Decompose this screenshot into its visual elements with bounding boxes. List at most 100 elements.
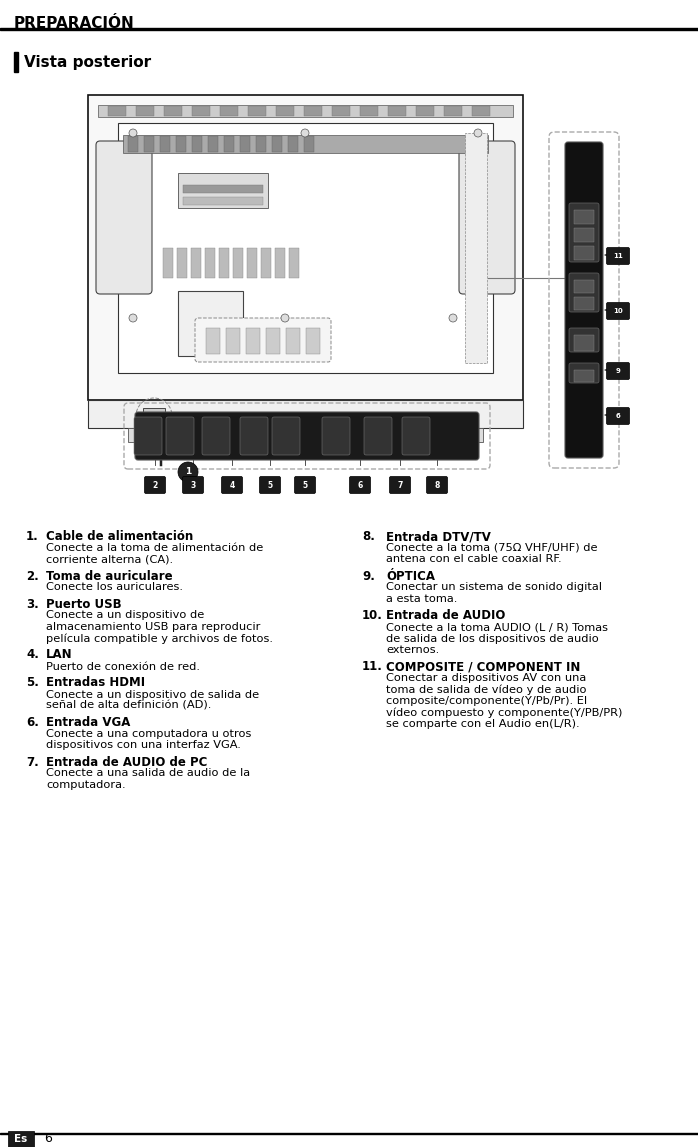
- Bar: [178, 291, 243, 356]
- Bar: [163, 248, 173, 278]
- Text: 6.: 6.: [26, 716, 39, 729]
- Bar: [574, 370, 594, 382]
- Bar: [304, 106, 322, 116]
- FancyBboxPatch shape: [202, 418, 230, 455]
- FancyBboxPatch shape: [364, 418, 392, 455]
- Bar: [276, 106, 294, 116]
- Bar: [266, 328, 280, 354]
- Bar: [206, 328, 220, 354]
- Text: Entrada de AUDIO: Entrada de AUDIO: [386, 609, 505, 622]
- Bar: [472, 106, 490, 116]
- FancyBboxPatch shape: [569, 203, 599, 262]
- Bar: [574, 297, 594, 310]
- Text: dispositivos con una interfaz VGA.: dispositivos con una interfaz VGA.: [46, 741, 241, 750]
- Text: Cable de alimentación: Cable de alimentación: [46, 530, 193, 543]
- Bar: [128, 428, 153, 442]
- Bar: [304, 136, 314, 153]
- Text: a esta toma.: a esta toma.: [386, 594, 457, 604]
- Text: computadora.: computadora.: [46, 780, 126, 790]
- Text: LAN: LAN: [46, 648, 73, 662]
- Text: Entrada de AUDIO de PC: Entrada de AUDIO de PC: [46, 756, 207, 768]
- Text: 3: 3: [191, 481, 195, 490]
- Bar: [360, 106, 378, 116]
- FancyBboxPatch shape: [607, 407, 630, 424]
- Bar: [14, 52, 18, 72]
- FancyBboxPatch shape: [182, 476, 204, 493]
- Bar: [288, 136, 298, 153]
- Bar: [183, 197, 263, 205]
- Text: 9.: 9.: [362, 570, 375, 583]
- Text: 7: 7: [397, 481, 403, 490]
- Text: Conecte a un dispositivo de: Conecte a un dispositivo de: [46, 610, 205, 621]
- Text: Conecte a la toma (75Ω VHF/UHF) de: Conecte a la toma (75Ω VHF/UHF) de: [386, 543, 597, 553]
- Text: 5: 5: [267, 481, 272, 490]
- Bar: [574, 280, 594, 292]
- Bar: [240, 136, 250, 153]
- Bar: [226, 328, 240, 354]
- Bar: [192, 136, 202, 153]
- Text: 11.: 11.: [362, 660, 383, 673]
- FancyBboxPatch shape: [389, 476, 410, 493]
- Text: corriente alterna (CA).: corriente alterna (CA).: [46, 554, 173, 564]
- Circle shape: [129, 128, 137, 136]
- Bar: [224, 136, 234, 153]
- Text: PREPARACIÓN: PREPARACIÓN: [14, 16, 135, 31]
- Text: 5: 5: [302, 481, 308, 490]
- FancyBboxPatch shape: [607, 248, 630, 265]
- Text: 6: 6: [616, 413, 621, 419]
- Text: COMPOSITE / COMPONENT IN: COMPOSITE / COMPONENT IN: [386, 660, 580, 673]
- Text: Vista posterior: Vista posterior: [24, 55, 151, 70]
- FancyBboxPatch shape: [569, 273, 599, 312]
- Bar: [272, 136, 282, 153]
- Bar: [192, 106, 210, 116]
- Bar: [98, 106, 513, 117]
- FancyBboxPatch shape: [459, 141, 515, 294]
- Text: Conecte a un dispositivo de salida de: Conecte a un dispositivo de salida de: [46, 689, 259, 700]
- Text: se comparte con el Audio en(L/R).: se comparte con el Audio en(L/R).: [386, 719, 579, 729]
- Text: antena con el cable coaxial RF.: antena con el cable coaxial RF.: [386, 554, 562, 564]
- Text: 1: 1: [185, 468, 191, 476]
- Bar: [178, 173, 268, 208]
- Text: de salida de los dispositivos de audio: de salida de los dispositivos de audio: [386, 633, 599, 643]
- FancyBboxPatch shape: [402, 418, 430, 455]
- Bar: [286, 328, 300, 354]
- Bar: [220, 106, 238, 116]
- Text: 8.: 8.: [362, 530, 375, 543]
- Text: 8: 8: [434, 481, 440, 490]
- Text: externos.: externos.: [386, 645, 439, 655]
- Bar: [0, 1132, 698, 1134]
- Bar: [164, 106, 182, 116]
- FancyBboxPatch shape: [134, 418, 162, 455]
- Bar: [208, 136, 218, 153]
- Bar: [246, 328, 260, 354]
- Bar: [176, 136, 186, 153]
- Bar: [144, 136, 154, 153]
- Bar: [256, 136, 266, 153]
- Text: Puerto de conexión de red.: Puerto de conexión de red.: [46, 662, 200, 671]
- Text: Conecte a una salida de audio de la: Conecte a una salida de audio de la: [46, 768, 250, 779]
- Bar: [465, 133, 487, 362]
- Bar: [88, 95, 523, 400]
- Text: 3.: 3.: [26, 598, 39, 610]
- Bar: [306, 328, 320, 354]
- Text: ÓPTICA: ÓPTICA: [386, 570, 435, 583]
- FancyBboxPatch shape: [426, 476, 447, 493]
- Bar: [416, 106, 434, 116]
- Text: 2: 2: [152, 481, 158, 490]
- FancyBboxPatch shape: [240, 418, 268, 455]
- Bar: [128, 136, 138, 153]
- Bar: [248, 106, 266, 116]
- Bar: [388, 106, 406, 116]
- Text: película compatible y archivos de fotos.: película compatible y archivos de fotos.: [46, 633, 273, 643]
- Bar: [108, 106, 126, 116]
- Text: 5.: 5.: [26, 677, 39, 689]
- Text: 7.: 7.: [26, 756, 39, 768]
- Circle shape: [281, 314, 289, 322]
- Bar: [143, 408, 165, 424]
- Text: composite/componente(Y/Pb/Pr). El: composite/componente(Y/Pb/Pr). El: [386, 696, 587, 707]
- Bar: [574, 228, 594, 242]
- Text: Conectar a dispositivos AV con una: Conectar a dispositivos AV con una: [386, 673, 586, 682]
- FancyBboxPatch shape: [607, 362, 630, 380]
- FancyBboxPatch shape: [96, 141, 152, 294]
- Text: señal de alta definición (AD).: señal de alta definición (AD).: [46, 701, 211, 711]
